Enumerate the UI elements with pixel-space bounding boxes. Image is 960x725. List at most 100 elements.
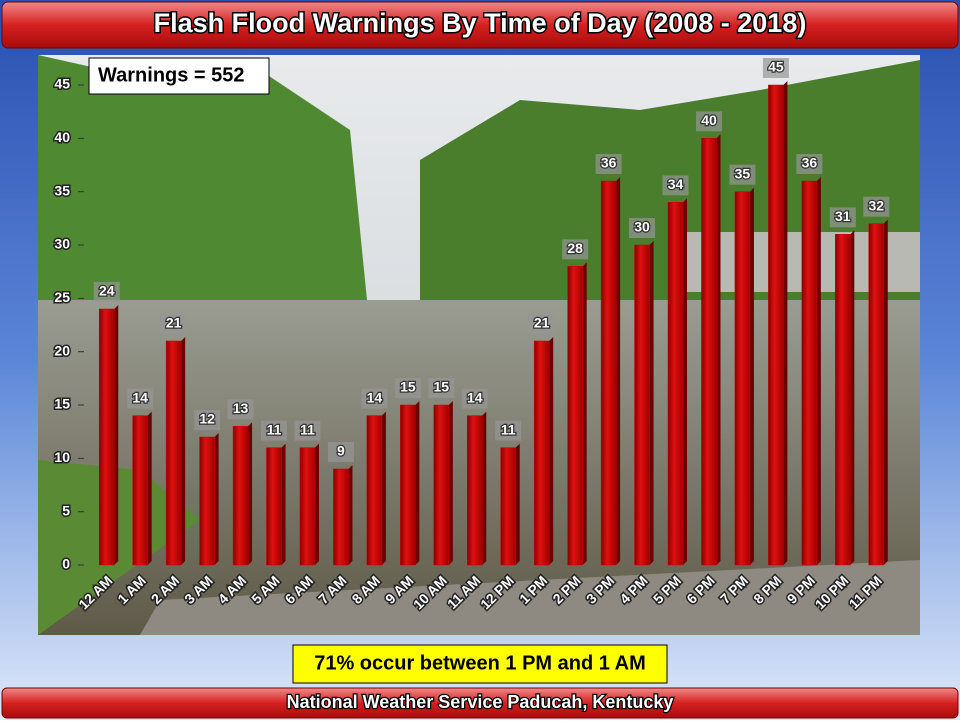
value-label-bg [127, 388, 154, 409]
value-label: 35 [735, 165, 751, 181]
value-label: 9 [337, 443, 345, 459]
bar [400, 404, 416, 566]
value-label: 21 [166, 315, 182, 331]
chart-title: Flash Flood Warnings By Time of Day (200… [154, 8, 807, 38]
value-label-bg [562, 239, 589, 260]
bar-side [214, 433, 219, 565]
bar-side [415, 401, 420, 565]
bar-side [515, 443, 520, 565]
value-label: 11 [267, 421, 282, 437]
value-label-bg [294, 420, 321, 441]
value-label: 14 [467, 389, 483, 405]
y-tick-label: 30 [54, 236, 70, 252]
value-label-bg [461, 388, 488, 409]
value-label-bg [160, 314, 187, 334]
y-tick-label: 5 [62, 502, 70, 518]
y-tick-label: 0 [62, 556, 70, 572]
value-label: 31 [835, 208, 851, 224]
y-tick-label: 15 [54, 396, 70, 412]
value-label: 11 [300, 421, 315, 437]
value-label-bg [729, 164, 756, 185]
value-label: 11 [501, 421, 516, 437]
value-label-bg [762, 58, 789, 78]
value-label: 45 [768, 59, 784, 75]
value-label-bg [394, 378, 421, 398]
value-label-bg [863, 196, 890, 217]
bar-side [482, 411, 487, 565]
bar [98, 308, 115, 566]
bar [199, 436, 215, 566]
value-label: 13 [233, 400, 249, 416]
value-label-bg [93, 282, 120, 302]
bar-side [381, 411, 386, 565]
bar [667, 202, 684, 566]
value-label-bg [227, 399, 254, 420]
value-label: 14 [367, 389, 383, 405]
bar-side [348, 465, 353, 565]
bar-side [114, 305, 119, 565]
y-tick-label: 40 [54, 129, 70, 145]
y-tick-label: 20 [54, 342, 70, 358]
value-label-bg [829, 207, 856, 228]
value-label: 32 [868, 197, 884, 213]
value-label-bg [662, 175, 689, 196]
value-label-bg [695, 111, 722, 132]
value-label-bg [595, 154, 622, 174]
bar [868, 223, 885, 566]
value-label: 14 [132, 389, 148, 405]
bar [500, 447, 516, 566]
footer-banner [1, 687, 959, 719]
bar-side [248, 422, 253, 565]
y-tick-label: 25 [54, 289, 70, 305]
bar-side [616, 177, 621, 565]
value-label-bg [629, 218, 656, 238]
y-tick-label: 45 [54, 76, 70, 92]
bar [801, 180, 818, 566]
bar [132, 415, 148, 566]
bar-side [582, 262, 587, 565]
bar [333, 468, 349, 566]
note: 71% occur between 1 PM and 1 AM [314, 652, 646, 674]
annotation-box [88, 57, 270, 95]
value-label-bg [327, 442, 354, 462]
bar-side [816, 177, 821, 565]
bar [366, 415, 383, 566]
note-box [292, 644, 668, 684]
value-label: 15 [434, 379, 450, 395]
value-label: 12 [199, 411, 215, 427]
value-label-bg [261, 420, 288, 441]
annotation: Warnings = 552 [98, 64, 245, 86]
bar-side [850, 230, 855, 566]
bar [266, 447, 282, 566]
y-tick-label: 10 [54, 449, 70, 465]
bar [232, 426, 249, 566]
value-label-bg [428, 378, 455, 398]
bar [634, 244, 650, 566]
value-label-bg [528, 314, 555, 334]
bar-side [281, 443, 286, 565]
bar [433, 404, 450, 566]
bar-side [749, 187, 754, 565]
bar [734, 191, 751, 566]
bar-side [883, 219, 888, 565]
bar [835, 234, 851, 566]
bar-side [683, 198, 688, 566]
value-label: 40 [701, 112, 717, 128]
bar [600, 180, 617, 566]
bar-side [314, 443, 319, 565]
bar-side [649, 241, 654, 565]
bar [533, 340, 550, 566]
value-label: 24 [99, 283, 115, 299]
value-label: 36 [601, 155, 617, 171]
value-label: 21 [534, 315, 550, 331]
bar [701, 138, 717, 566]
y-tick-label: 35 [54, 182, 70, 198]
title-banner [1, 1, 959, 49]
bar-side [448, 401, 453, 565]
value-label-bg [361, 388, 388, 409]
bar-side [716, 134, 721, 566]
value-label-bg [194, 410, 221, 430]
value-label-bg [796, 154, 823, 174]
bar-side [783, 81, 788, 565]
